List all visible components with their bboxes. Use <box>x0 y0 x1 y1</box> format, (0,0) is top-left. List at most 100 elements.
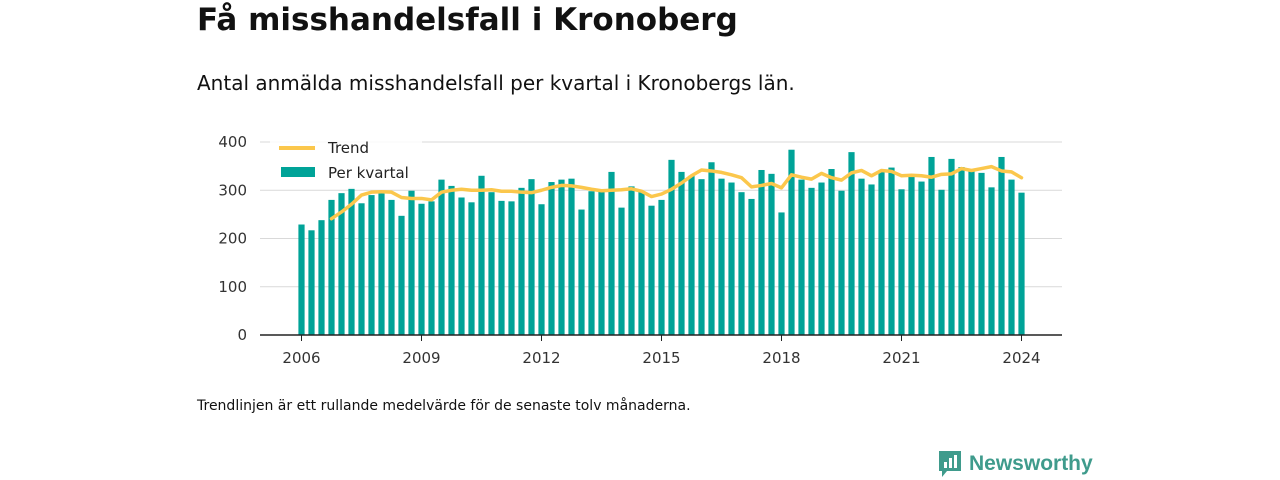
y-axis-ticks: 0 100 200 300 400 <box>218 133 247 344</box>
bar <box>558 179 565 335</box>
bar <box>958 167 965 335</box>
x-tick-label: 2015 <box>642 349 680 367</box>
bar <box>748 198 755 335</box>
bar <box>968 169 975 335</box>
bar <box>608 171 615 335</box>
bar <box>448 185 455 335</box>
bar <box>1008 179 1015 335</box>
bar <box>428 201 435 335</box>
bar <box>698 179 705 335</box>
x-tick-label: 2012 <box>522 349 560 367</box>
bar <box>898 189 905 335</box>
bar <box>918 181 925 335</box>
chart-title: Få misshandelsfall i Kronoberg <box>197 2 738 38</box>
bar <box>668 159 675 335</box>
bar <box>378 191 385 335</box>
bar <box>498 200 505 335</box>
bar <box>978 172 985 335</box>
bar <box>878 170 885 335</box>
bar <box>828 169 835 335</box>
bar <box>318 220 325 335</box>
bar <box>648 205 655 335</box>
bar <box>568 178 575 335</box>
bar <box>658 199 665 335</box>
bar <box>618 207 625 335</box>
bar <box>628 186 635 335</box>
legend-bar-swatch <box>281 167 315 177</box>
bar <box>398 215 405 335</box>
x-tick-label: 2021 <box>882 349 920 367</box>
bar <box>468 202 475 335</box>
chart-subtitle: Antal anmälda misshandelsfall per kvarta… <box>197 71 795 95</box>
bar <box>678 171 685 335</box>
bar <box>758 169 765 335</box>
bar <box>408 190 415 335</box>
bar <box>738 192 745 335</box>
bar <box>938 189 945 335</box>
bar <box>888 167 895 335</box>
bar <box>458 197 465 335</box>
bar <box>368 195 375 335</box>
bar <box>298 224 305 335</box>
bar <box>538 204 545 335</box>
bar <box>488 192 495 335</box>
bar <box>908 175 915 335</box>
y-tick-label: 300 <box>218 181 247 199</box>
bar <box>928 156 935 335</box>
y-tick-label: 200 <box>218 230 247 248</box>
trend-line <box>329 164 1024 221</box>
bar <box>478 175 485 335</box>
footnote: Trendlinjen är ett rullande medelvärde f… <box>197 398 691 414</box>
bar <box>438 179 445 335</box>
bar <box>688 175 695 335</box>
bar <box>848 152 855 335</box>
newsworthy-logo-icon <box>939 451 961 477</box>
y-tick-label: 400 <box>218 133 247 151</box>
bar <box>798 179 805 335</box>
bar <box>818 182 825 335</box>
bar <box>548 182 555 335</box>
legend-trend-label: Trend <box>327 139 369 157</box>
bar <box>858 178 865 335</box>
newsworthy-logo: Newsworthy <box>938 449 1093 479</box>
bar <box>1018 192 1025 335</box>
bar <box>308 230 315 335</box>
bar <box>348 187 355 335</box>
legend-bar-label: Per kvartal <box>328 164 409 182</box>
bar <box>358 203 365 335</box>
x-axis: 2006 2009 2012 2015 2018 2021 2024 <box>260 334 1062 367</box>
bar <box>508 201 515 335</box>
bar <box>988 187 995 335</box>
legend-background <box>270 133 422 189</box>
bar <box>868 184 875 335</box>
bar <box>578 209 585 335</box>
x-tick-label: 2024 <box>1002 349 1040 367</box>
x-tick-label: 2018 <box>762 349 800 367</box>
bar <box>808 187 815 335</box>
y-tick-label: 0 <box>237 326 247 344</box>
bar <box>388 199 395 335</box>
bar <box>328 199 335 335</box>
bar <box>998 156 1005 335</box>
bar <box>338 193 345 335</box>
bar <box>418 203 425 335</box>
bar <box>638 191 645 335</box>
brand-name: Newsworthy <box>969 452 1093 475</box>
bar <box>778 212 785 335</box>
y-tick-label: 100 <box>218 278 247 296</box>
bar <box>718 178 725 335</box>
bar <box>948 158 955 335</box>
bar <box>788 149 795 335</box>
bar <box>528 179 535 335</box>
bar <box>598 190 605 335</box>
bar <box>838 190 845 335</box>
bar <box>588 191 595 335</box>
bar <box>728 182 735 335</box>
legend: Trend Per kvartal <box>270 133 422 189</box>
x-tick-label: 2009 <box>402 349 440 367</box>
trend-series <box>329 164 1024 221</box>
bar <box>708 162 715 335</box>
x-tick-label: 2006 <box>282 349 320 367</box>
bar <box>518 187 525 335</box>
